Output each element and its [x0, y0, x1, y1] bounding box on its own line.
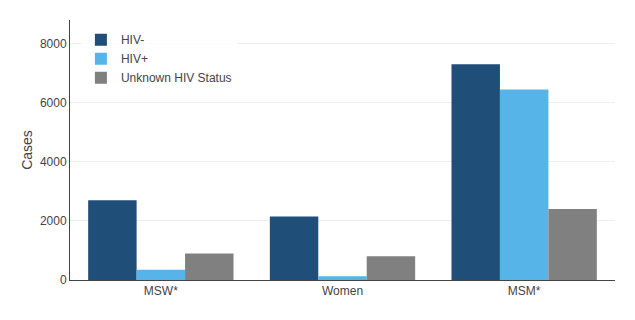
- svg-text:HIV+: HIV+: [121, 52, 148, 66]
- svg-text:Unknown HIV Status: Unknown HIV Status: [121, 71, 232, 85]
- svg-text:0: 0: [60, 273, 67, 287]
- svg-text:MSW*: MSW*: [144, 284, 178, 298]
- svg-text:4000: 4000: [40, 155, 67, 169]
- svg-text:Women: Women: [322, 284, 363, 298]
- svg-text:6000: 6000: [40, 96, 67, 110]
- svg-text:HIV-: HIV-: [121, 33, 144, 47]
- svg-text:2000: 2000: [40, 214, 67, 228]
- svg-text:Cases: Cases: [19, 130, 35, 170]
- svg-text:8000: 8000: [40, 37, 67, 51]
- svg-text:MSM*: MSM*: [508, 284, 541, 298]
